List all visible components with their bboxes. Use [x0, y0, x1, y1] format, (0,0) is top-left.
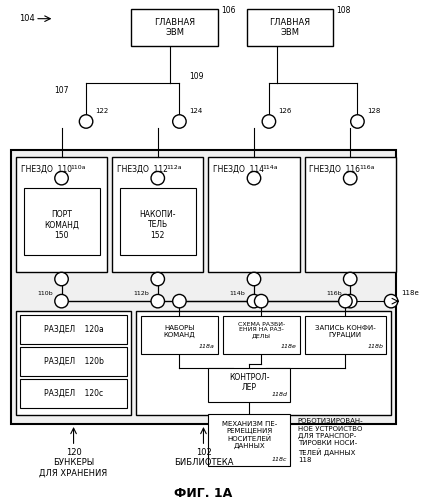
Bar — [11, 150, 396, 424]
Circle shape — [384, 294, 398, 308]
Text: 112b: 112b — [133, 290, 149, 296]
Bar — [20, 378, 128, 408]
Text: 114b: 114b — [229, 290, 245, 296]
Text: 109: 109 — [189, 72, 203, 81]
Text: МЕХАНИЗМ ПЕ-
РЕМЕЩЕНИЯ
НОСИТЕЛЕЙ
ДАННЫХ: МЕХАНИЗМ ПЕ- РЕМЕЩЕНИЯ НОСИТЕЛЕЙ ДАННЫХ — [221, 421, 277, 449]
Text: 102: 102 — [196, 448, 211, 457]
Text: БУНКЕРЫ
ДЛЯ ХРАНЕНИЯ: БУНКЕРЫ ДЛЯ ХРАНЕНИЯ — [40, 458, 108, 477]
Text: 114a: 114a — [263, 166, 278, 170]
Text: 118a: 118a — [199, 344, 215, 349]
Text: 118c: 118c — [272, 456, 287, 462]
Bar — [120, 188, 196, 255]
Text: ГНЕЗДО  110: ГНЕЗДО 110 — [21, 164, 72, 173]
Text: 116b: 116b — [326, 290, 341, 296]
Bar — [304, 157, 396, 272]
Circle shape — [247, 272, 261, 286]
Text: РОБОТИЗИРОВАН-
НОЕ УСТРОЙСТВО
ДЛЯ ТРАНСПОР-
ТИРОВКИ НОСИ-
ТЕЛЕЙ ДАННЫХ
118: РОБОТИЗИРОВАН- НОЕ УСТРОЙСТВО ДЛЯ ТРАНСП… — [298, 418, 363, 463]
Text: БИБЛИОТЕКА: БИБЛИОТЕКА — [174, 458, 233, 466]
Circle shape — [254, 294, 268, 308]
Text: 116a: 116a — [359, 166, 374, 170]
Text: 110b: 110b — [37, 290, 53, 296]
Text: НАКОПИ-
ТЕЛЬ
152: НАКОПИ- ТЕЛЬ 152 — [139, 210, 176, 240]
Circle shape — [55, 272, 68, 286]
Circle shape — [351, 115, 364, 128]
Circle shape — [247, 172, 261, 185]
Text: 112a: 112a — [166, 166, 182, 170]
Text: 106: 106 — [221, 6, 235, 15]
Bar — [304, 316, 386, 354]
Text: ГНЕЗДО  114: ГНЕЗДО 114 — [213, 164, 264, 173]
Circle shape — [151, 272, 165, 286]
Circle shape — [55, 294, 68, 308]
Text: 120: 120 — [66, 448, 81, 457]
Text: ГНЕЗДО  116: ГНЕЗДО 116 — [309, 164, 360, 173]
Circle shape — [344, 272, 357, 286]
Text: 122: 122 — [96, 108, 109, 114]
Circle shape — [151, 172, 165, 185]
Bar — [136, 310, 391, 414]
Bar — [208, 368, 290, 402]
Text: 118b: 118b — [368, 344, 384, 349]
Text: 118e: 118e — [281, 344, 297, 349]
Bar — [16, 157, 107, 272]
Text: ГЛАВНАЯ
ЭВМ: ГЛАВНАЯ ЭВМ — [154, 18, 195, 37]
Text: РАЗДЕЛ    120c: РАЗДЕЛ 120c — [44, 388, 103, 398]
Circle shape — [338, 294, 352, 308]
Circle shape — [151, 294, 165, 308]
Circle shape — [173, 115, 186, 128]
Text: 128: 128 — [367, 108, 381, 114]
Text: 104: 104 — [19, 14, 35, 23]
Bar — [16, 310, 131, 414]
Circle shape — [55, 172, 68, 185]
Text: 107: 107 — [54, 86, 69, 95]
Circle shape — [262, 115, 276, 128]
Text: КОНТРОЛ-
ЛЕР: КОНТРОЛ- ЛЕР — [229, 372, 269, 392]
Bar — [208, 414, 290, 467]
Bar — [131, 9, 218, 46]
Bar — [20, 346, 128, 376]
Text: НАБОРЫ
КОМАНД: НАБОРЫ КОМАНД — [163, 326, 195, 338]
Text: РАЗДЕЛ    120b: РАЗДЕЛ 120b — [44, 356, 104, 366]
Bar — [208, 157, 300, 272]
Circle shape — [344, 172, 357, 185]
Bar — [24, 188, 99, 255]
Text: ПОРТ
КОМАНД
150: ПОРТ КОМАНД 150 — [44, 210, 79, 240]
Text: 118d: 118d — [271, 392, 287, 397]
Bar — [112, 157, 203, 272]
Text: СХЕМА РАЗБИ-
ЕНИЯ НА РАЗ-
ДЕЛЫ: СХЕМА РАЗБИ- ЕНИЯ НА РАЗ- ДЕЛЫ — [237, 322, 285, 338]
Circle shape — [344, 294, 357, 308]
Circle shape — [173, 294, 186, 308]
Text: 110a: 110a — [70, 166, 86, 170]
Circle shape — [247, 294, 261, 308]
Bar — [223, 316, 300, 354]
Bar — [141, 316, 218, 354]
Text: РАЗДЕЛ    120a: РАЗДЕЛ 120a — [44, 324, 104, 334]
Text: 108: 108 — [336, 6, 351, 15]
Circle shape — [79, 115, 93, 128]
Text: ГЛАВНАЯ
ЭВМ: ГЛАВНАЯ ЭВМ — [269, 18, 311, 37]
Text: ГНЕЗДО  112: ГНЕЗДО 112 — [117, 164, 168, 173]
Text: 118e: 118e — [401, 290, 418, 296]
Text: ФИГ. 1А: ФИГ. 1А — [174, 486, 232, 500]
Bar — [20, 314, 128, 344]
Text: 126: 126 — [279, 108, 292, 114]
Bar — [247, 9, 333, 46]
Text: ЗАПИСЬ КОНФИ-
ГУРАЦИИ: ЗАПИСЬ КОНФИ- ГУРАЦИИ — [315, 326, 376, 338]
Text: 124: 124 — [189, 108, 202, 114]
